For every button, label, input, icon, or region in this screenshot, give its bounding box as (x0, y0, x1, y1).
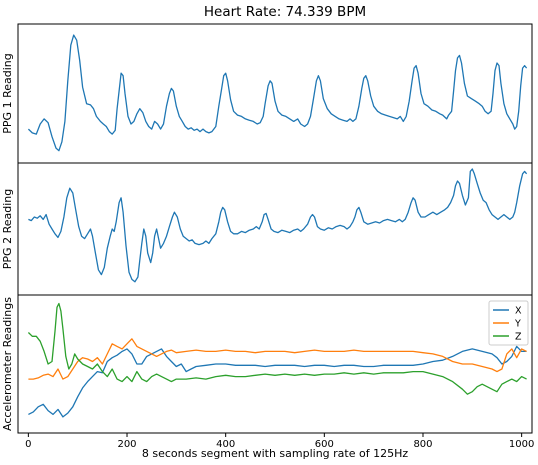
series-line-y (28, 338, 527, 380)
x-tick-label: 1000 (509, 439, 534, 450)
x-tick-label: 400 (216, 439, 235, 450)
series-line-1 (27, 34, 528, 152)
x-tick-label: 800 (413, 439, 432, 450)
series-line-2 (28, 168, 528, 283)
series-line-z (27, 302, 527, 395)
x-tick-label: 600 (315, 439, 334, 450)
y-axis-label: PPG 1 Reading (1, 53, 14, 133)
legend-label-y: Y (514, 319, 521, 330)
subplot-3: Accelerometer Readings 0 200 400 600 800 1000 X… (1, 294, 534, 450)
x-tick-label: 200 (117, 439, 136, 450)
y-axis-label: PPG 2 Reading (1, 189, 14, 269)
chart-title: Heart Rate: 74.339 BPM (204, 4, 366, 20)
legend-label-x: X (515, 306, 522, 317)
legend-label-z: Z (515, 332, 522, 343)
x-axis-label: 8 seconds segment with sampling rate of … (142, 447, 408, 460)
axes-frame (17, 294, 533, 434)
series-line-x (28, 345, 527, 418)
y-axis-label: Accelerometer Readings (1, 297, 14, 431)
x-tick-label: 0 (25, 439, 31, 450)
